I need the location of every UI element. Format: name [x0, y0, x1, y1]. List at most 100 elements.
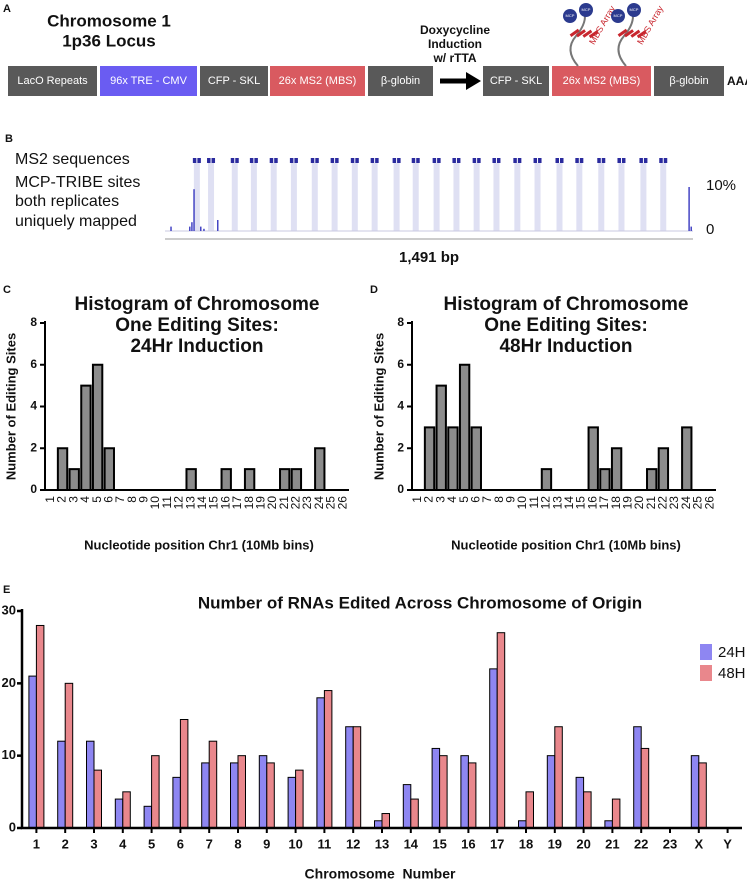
construct-label: CFP - SKL: [208, 75, 260, 87]
y-tick-label: 10%: [706, 177, 736, 194]
ms2-marker: [350, 158, 355, 163]
bar: [587, 426, 599, 491]
bar: [540, 468, 553, 491]
ms2-shade: [493, 163, 500, 231]
x-tick-label: 17: [230, 496, 244, 510]
x-tick-label: 7: [206, 836, 213, 851]
locus-title: 1p36 Locus: [62, 31, 156, 50]
y-tick-label: 30: [2, 602, 16, 617]
x-tick-label: 20: [265, 496, 279, 510]
y-tick-label: 4: [397, 399, 404, 413]
x-tick-label: 16: [218, 496, 232, 510]
construct-box: [483, 66, 549, 96]
x-tick-label: 23: [663, 836, 677, 851]
ms2-marker: [207, 158, 211, 163]
ms2-shade: [290, 163, 297, 231]
bar: [208, 740, 218, 829]
bar: [467, 762, 477, 829]
track-label: MCP-TRIBE sites: [15, 174, 140, 191]
ms2-marker: [392, 158, 397, 163]
ms2-marker: [411, 158, 416, 163]
bar: [243, 468, 256, 491]
x-tick-label: 14: [562, 496, 576, 510]
x-tick-label: 8: [125, 496, 139, 503]
x-tick-label: 11: [160, 496, 174, 509]
x-tick-label: 19: [548, 836, 562, 851]
ms2-marker: [513, 158, 517, 163]
bar: [151, 755, 160, 829]
legend-label: 48H: [718, 665, 746, 682]
x-tick-label: 4: [78, 496, 92, 503]
bar: [64, 682, 74, 829]
ms2-marker: [579, 158, 584, 163]
x-tick-label: 8: [492, 496, 506, 503]
chart-title: Histogram of Chromosome: [75, 294, 320, 315]
ms2-marker: [254, 158, 258, 163]
x-tick-label: 1: [33, 836, 40, 851]
bar: [599, 468, 611, 491]
ms2-marker: [663, 158, 668, 163]
y-tick-label: 0: [9, 819, 16, 834]
ms2-shade: [231, 163, 238, 231]
arrow-head: [466, 72, 481, 90]
panel-label: B: [5, 133, 13, 145]
bar: [103, 447, 115, 491]
bar: [290, 468, 303, 491]
bar: [352, 726, 362, 829]
mcp-label: MCP: [614, 13, 623, 18]
y-tick-label: 0: [706, 221, 714, 238]
x-tick-label: 26: [702, 496, 716, 510]
ms2-shade: [660, 163, 667, 231]
stem-loop: [617, 28, 628, 37]
ms2-shade: [371, 163, 378, 231]
x-tick-label: 15: [207, 496, 221, 510]
ms2-shade: [393, 163, 400, 231]
bar: [57, 740, 66, 829]
construct-label: 96x TRE - CMV: [110, 75, 187, 87]
panel-label: D: [370, 284, 378, 296]
y-tick-label: 8: [30, 315, 37, 329]
ms2-marker: [432, 158, 437, 163]
construct-box: [8, 66, 97, 96]
x-tick-label: 12: [346, 836, 360, 851]
ms2-marker: [639, 158, 643, 163]
ms2-shade: [208, 163, 215, 231]
bar: [640, 747, 650, 829]
y-tick-label: 2: [30, 440, 37, 454]
ms2-shade: [473, 163, 480, 231]
legend-label: 24H: [718, 644, 746, 661]
construct-box: [100, 66, 197, 96]
x-tick-label: 5: [90, 496, 104, 503]
stem-loop: [630, 29, 641, 38]
bar: [279, 468, 291, 491]
x-tick-label: 21: [277, 496, 291, 510]
track-label: both replicates: [15, 193, 119, 210]
panel-label: C: [3, 284, 11, 296]
x-tick-label: 17: [490, 836, 504, 851]
ms2-marker: [533, 158, 538, 163]
bar: [323, 690, 333, 829]
ms2-marker: [538, 158, 542, 163]
x-tick-label: 24: [312, 496, 326, 510]
x-tick-label: 21: [605, 836, 619, 851]
ms2-marker: [330, 158, 335, 163]
track-label: MS2 sequences: [15, 151, 130, 168]
x-tick-label: 16: [585, 496, 599, 510]
induction-label: Induction: [428, 37, 482, 51]
ms2-marker: [294, 158, 298, 163]
x-tick-label: 7: [113, 496, 127, 503]
panel-label: E: [3, 584, 10, 596]
x-tick-label: 16: [461, 836, 475, 851]
x-tick-label: 1: [410, 496, 424, 503]
x-tick-label: 15: [574, 496, 588, 510]
ms2-marker: [235, 158, 239, 163]
x-tick-label: 21: [644, 496, 658, 510]
bar: [287, 776, 297, 829]
mcp-protein: [611, 9, 625, 23]
x-tick-label: 14: [404, 836, 419, 851]
x-tick-label: 17: [597, 496, 611, 510]
bar: [431, 747, 441, 829]
induction-label: w/ rTTA: [432, 51, 476, 65]
axes: [411, 321, 716, 491]
chart-title: Number of RNAs Edited Across Chromosome …: [198, 593, 642, 612]
